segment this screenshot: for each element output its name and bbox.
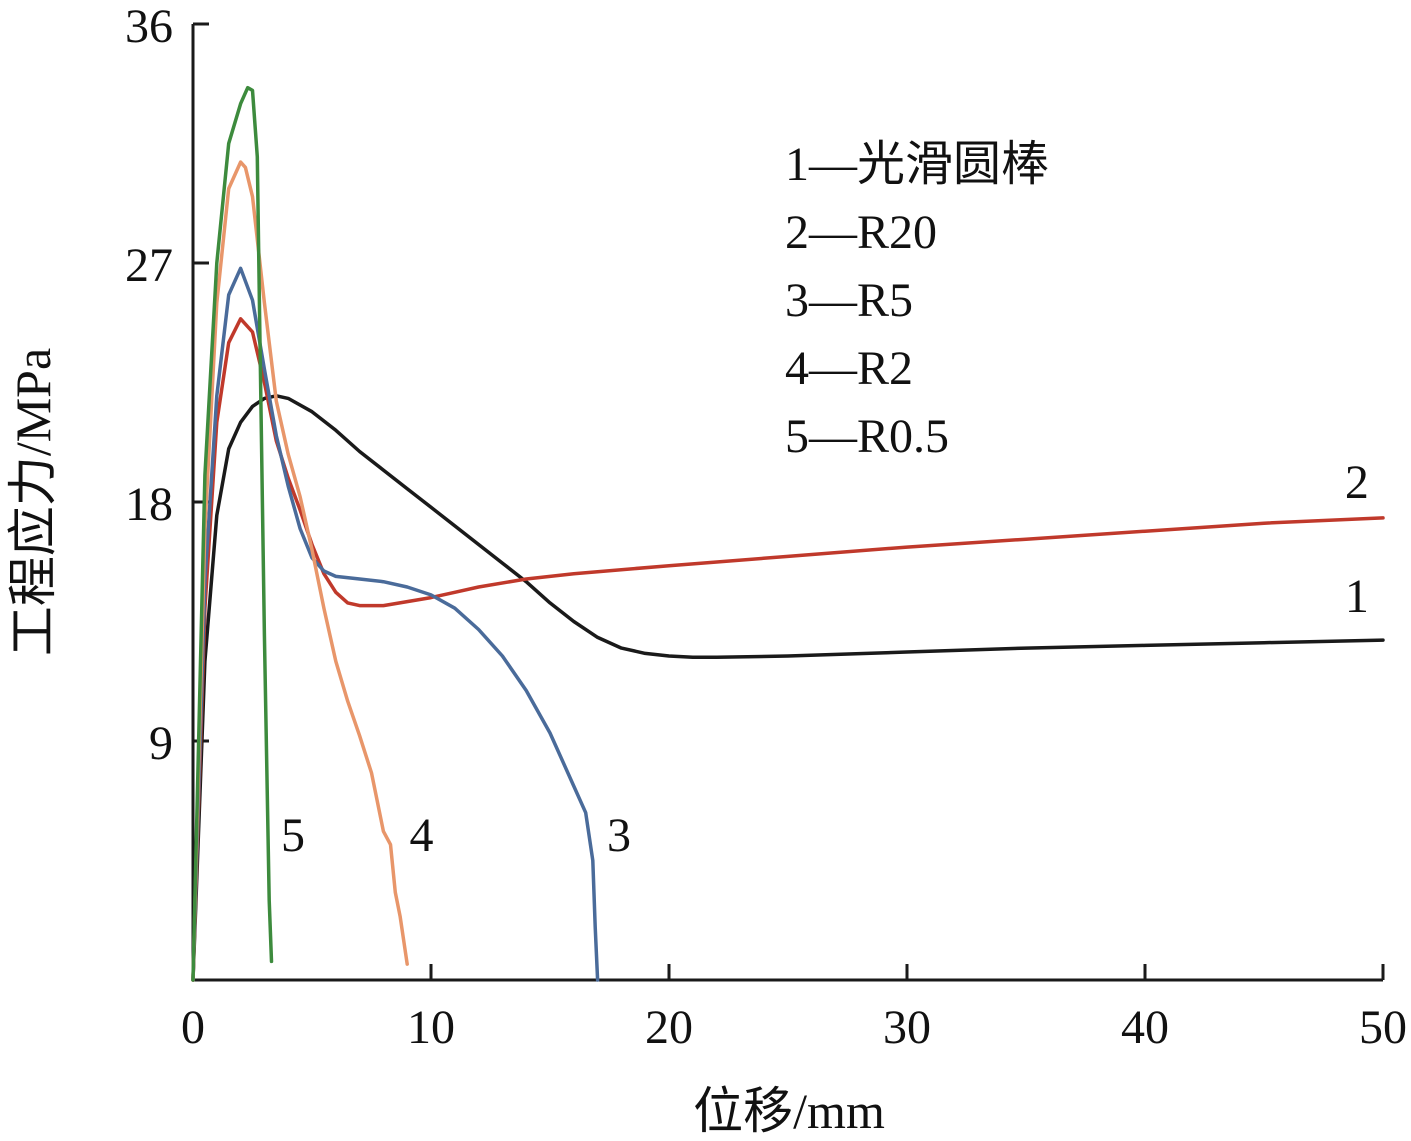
curve-label-2: 2 [1345, 456, 1369, 509]
x-ticks: 0 10 20 30 40 50 [181, 964, 1407, 1054]
y-ticks: 9 18 27 36 [125, 0, 209, 770]
legend: 1—光滑圆棒 2—R20 3—R5 4—R2 5—R0.5 [785, 138, 1049, 463]
y-tick-label: 27 [125, 239, 173, 292]
series-line-4 [191, 160, 409, 982]
y-tick-label: 36 [125, 0, 173, 53]
x-tick-label: 10 [407, 1001, 455, 1054]
x-tick-label: 50 [1359, 1001, 1407, 1054]
series-line-1 [191, 394, 1385, 982]
curve-label-5: 5 [281, 809, 305, 862]
series-line-3 [191, 266, 600, 982]
x-tick-label: 30 [883, 1001, 931, 1054]
curve-label-1: 1 [1345, 570, 1369, 623]
series-group [191, 85, 1385, 982]
x-tick-label: 40 [1121, 1001, 1169, 1054]
x-tick-label: 0 [181, 1001, 205, 1054]
legend-entry: 3—R5 [785, 274, 913, 327]
y-axis-title: 工程应力/MPa [5, 348, 61, 656]
curve-labels: 1 2 3 4 5 [281, 456, 1369, 862]
x-axis-title: 位移/mm [693, 1083, 885, 1139]
curve-label-3: 3 [607, 809, 631, 862]
y-tick-label: 18 [125, 478, 173, 531]
curve-label-4: 4 [409, 809, 433, 862]
series-line-5 [191, 85, 274, 982]
legend-entry: 1—光滑圆棒 [785, 138, 1049, 191]
x-tick-label: 20 [645, 1001, 693, 1054]
y-tick-label: 9 [149, 717, 173, 770]
legend-entry: 5—R0.5 [785, 410, 949, 463]
legend-entry: 4—R2 [785, 342, 913, 395]
legend-entry: 2—R20 [785, 206, 937, 259]
series-line-2 [191, 317, 1385, 982]
